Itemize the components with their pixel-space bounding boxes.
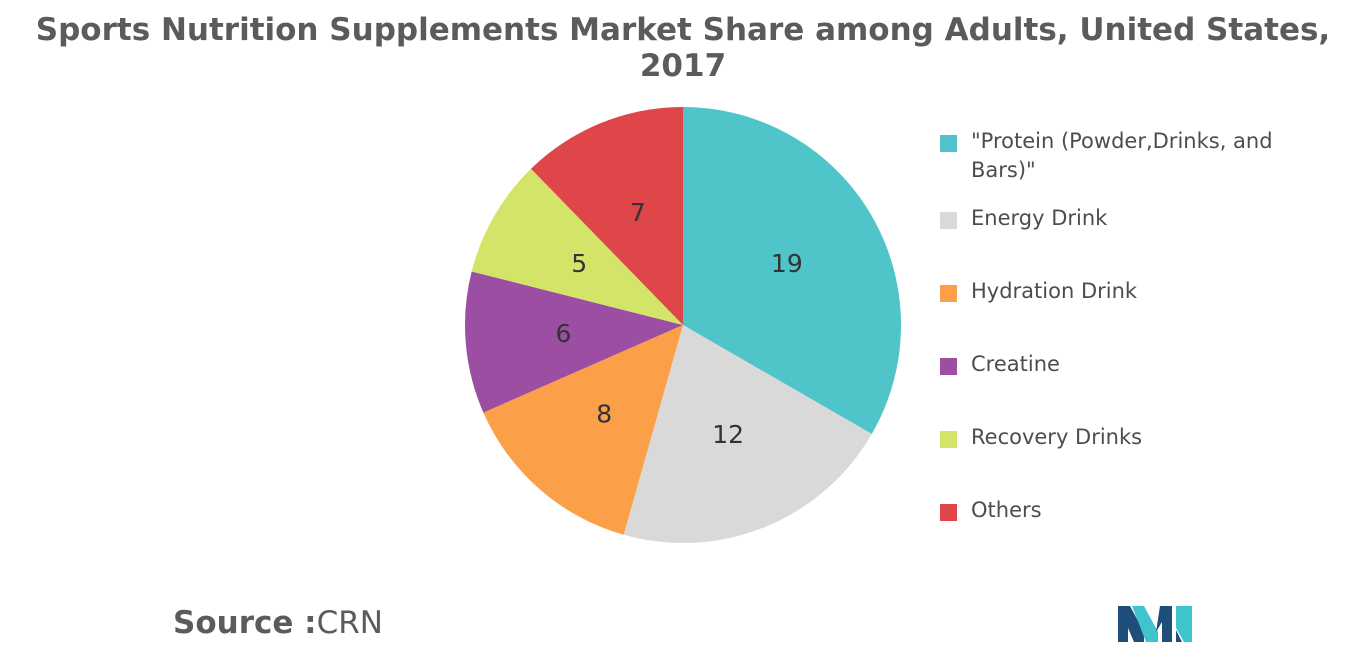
- source-value: CRN: [316, 605, 383, 641]
- legend-item: Energy Drink: [940, 204, 1281, 233]
- legend-item: Creatine: [940, 350, 1281, 379]
- legend-item: Others: [940, 496, 1281, 525]
- legend-label: Recovery Drinks: [971, 425, 1143, 449]
- legend-label: Energy Drink: [971, 206, 1108, 230]
- chart-title: Sports Nutrition Supplements Market Shar…: [35, 12, 1331, 84]
- legend-swatch: [940, 431, 957, 448]
- legend-label: Creatine: [971, 352, 1060, 376]
- pie-data-label-0: 19: [771, 249, 803, 278]
- legend-swatch: [940, 212, 957, 229]
- pie-slices: [464, 107, 901, 543]
- pie-slice-2: [483, 325, 683, 535]
- pie-data-label-1: 12: [712, 420, 744, 449]
- legend-item: "Protein (Powder,Drinks, and Bars)": [940, 127, 1281, 185]
- legend-swatch: [940, 285, 957, 302]
- mordor-intelligence-logo-icon: [1118, 606, 1192, 642]
- pie-slice-3: [464, 271, 683, 413]
- source-label: Source :: [173, 605, 317, 641]
- legend-swatch: [940, 135, 957, 152]
- pie-data-label-3: 6: [556, 319, 572, 348]
- pie-data-label-5: 7: [630, 198, 646, 227]
- pie-slice-4: [471, 168, 683, 325]
- pie-slice-5: [530, 107, 683, 325]
- legend-item: Hydration Drink: [940, 277, 1281, 306]
- pie-data-label-2: 8: [596, 399, 612, 428]
- source-note: Source :CRN: [173, 605, 383, 641]
- legend-swatch: [940, 358, 957, 375]
- legend-label: Hydration Drink: [971, 279, 1138, 303]
- legend-label: "Protein (Powder,Drinks, and Bars)": [971, 129, 1273, 182]
- legend-swatch: [940, 504, 957, 521]
- pie-data-labels: 19 12 8 6 5 7: [556, 198, 803, 449]
- legend-label: Others: [971, 498, 1042, 522]
- legend-item: Recovery Drinks: [940, 423, 1281, 452]
- pie-slice-0: [683, 107, 901, 434]
- pie-data-label-4: 5: [571, 249, 587, 278]
- pie-slice-1: [623, 325, 872, 543]
